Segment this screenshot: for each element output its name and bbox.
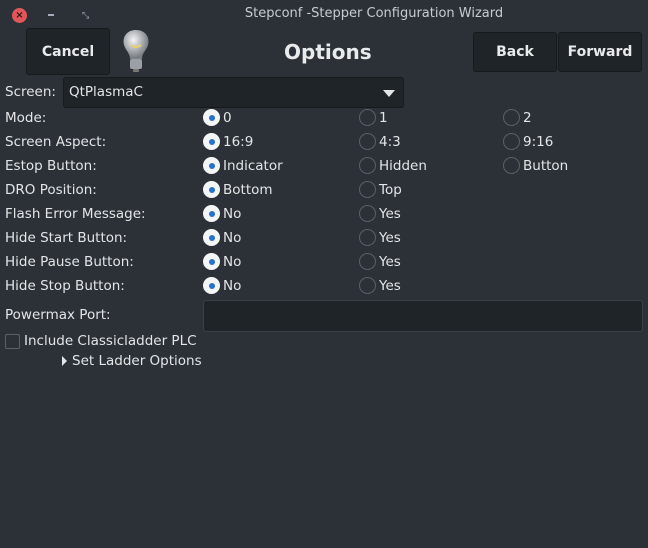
radio-label: 9:16 xyxy=(523,133,554,150)
hide-pause-button-radio-yes[interactable]: Yes xyxy=(359,253,401,270)
hide-start-button-label: Hide Start Button: xyxy=(5,230,128,246)
powermax-port-label: Powermax Port: xyxy=(5,307,111,323)
estop-button-radio-button[interactable]: Button xyxy=(503,157,568,174)
radio-circle-icon xyxy=(359,277,376,294)
lightbulb-icon xyxy=(123,30,149,72)
radio-circle-icon xyxy=(203,133,220,150)
radio-label: 2 xyxy=(523,109,532,126)
radio-circle-icon xyxy=(203,277,220,294)
radio-label: Bottom xyxy=(223,181,273,198)
close-window-button[interactable]: × xyxy=(12,8,27,23)
radio-circle-icon xyxy=(359,133,376,150)
forward-button[interactable]: Forward xyxy=(558,32,642,72)
radio-circle-icon xyxy=(359,109,376,126)
radio-circle-icon xyxy=(359,181,376,198)
back-button[interactable]: Back xyxy=(473,32,557,72)
maximize-window-button[interactable]: ⤡ xyxy=(82,11,90,21)
estop-button-radio-hidden[interactable]: Hidden xyxy=(359,157,427,174)
screen-select-value: QtPlasmaC xyxy=(69,84,143,100)
screen-select[interactable]: QtPlasmaC xyxy=(63,77,404,108)
screen-aspect-radio-16-9[interactable]: 16:9 xyxy=(203,133,253,150)
radio-label: No xyxy=(223,205,242,222)
radio-label: 4:3 xyxy=(379,133,401,150)
radio-circle-icon xyxy=(503,157,520,174)
set-ladder-options-label: Set Ladder Options xyxy=(72,353,202,369)
page-title: Options xyxy=(284,40,372,64)
hide-stop-button-label: Hide Stop Button: xyxy=(5,278,125,294)
radio-circle-icon xyxy=(203,109,220,126)
radio-circle-icon xyxy=(203,205,220,222)
dro-position-radio-top[interactable]: Top xyxy=(359,181,402,198)
minimize-window-button[interactable] xyxy=(48,14,54,16)
set-ladder-options-expander[interactable]: Set Ladder Options xyxy=(62,353,202,369)
radio-circle-icon xyxy=(503,109,520,126)
flash-error-message-label: Flash Error Message: xyxy=(5,206,146,222)
radio-label: Yes xyxy=(379,205,401,222)
radio-circle-icon xyxy=(203,253,220,270)
hide-pause-button-label: Hide Pause Button: xyxy=(5,254,134,270)
radio-circle-icon xyxy=(203,229,220,246)
title-bar: × ⤡ Stepconf -Stepper Configuration Wiza… xyxy=(0,0,648,30)
hide-stop-button-radio-no[interactable]: No xyxy=(203,277,241,294)
dro-position-radio-bottom[interactable]: Bottom xyxy=(203,181,273,198)
radio-label: Yes xyxy=(379,229,401,246)
hide-stop-button-radio-yes[interactable]: Yes xyxy=(359,277,401,294)
radio-label: 1 xyxy=(379,109,388,126)
radio-label: No xyxy=(223,229,242,246)
screen-aspect-label: Screen Aspect: xyxy=(5,134,107,150)
radio-circle-icon xyxy=(359,253,376,270)
radio-label: No xyxy=(223,277,242,294)
radio-label: Top xyxy=(379,181,402,198)
mode-radio-0[interactable]: 0 xyxy=(203,109,232,126)
hide-start-button-radio-yes[interactable]: Yes xyxy=(359,229,401,246)
flash-error-message-radio-yes[interactable]: Yes xyxy=(359,205,401,222)
radio-label: Yes xyxy=(379,253,401,270)
hide-pause-button-radio-no[interactable]: No xyxy=(203,253,241,270)
radio-circle-icon xyxy=(503,133,520,150)
cancel-button[interactable]: Cancel xyxy=(26,28,110,75)
radio-circle-icon xyxy=(359,205,376,222)
dropdown-arrow-icon xyxy=(383,90,395,97)
radio-circle-icon xyxy=(203,157,220,174)
radio-label: Button xyxy=(523,157,569,174)
screen-aspect-radio-9-16[interactable]: 9:16 xyxy=(503,133,553,150)
screen-aspect-radio-4-3[interactable]: 4:3 xyxy=(359,133,401,150)
hide-start-button-radio-no[interactable]: No xyxy=(203,229,241,246)
radio-label: Yes xyxy=(379,277,401,294)
radio-label: 0 xyxy=(223,109,232,126)
screen-label: Screen: xyxy=(5,84,56,100)
dro-position-label: DRO Position: xyxy=(5,182,97,198)
estop-button-radio-indicator[interactable]: Indicator xyxy=(203,157,283,174)
radio-circle-icon xyxy=(359,157,376,174)
radio-label: Indicator xyxy=(223,157,283,174)
mode-radio-1[interactable]: 1 xyxy=(359,109,388,126)
include-classicladder-checkbox[interactable] xyxy=(5,334,20,349)
estop-button-label: Estop Button: xyxy=(5,158,97,174)
include-classicladder-label[interactable]: Include Classicladder PLC xyxy=(24,333,197,349)
expander-arrow-icon xyxy=(62,356,67,366)
radio-label: No xyxy=(223,253,242,270)
powermax-port-input[interactable] xyxy=(203,300,643,332)
radio-circle-icon xyxy=(203,181,220,198)
radio-label: 16:9 xyxy=(223,133,254,150)
window-title: Stepconf -Stepper Configuration Wizard xyxy=(244,6,504,21)
radio-label: Hidden xyxy=(379,157,427,174)
radio-circle-icon xyxy=(359,229,376,246)
flash-error-message-radio-no[interactable]: No xyxy=(203,205,241,222)
mode-radio-2[interactable]: 2 xyxy=(503,109,532,126)
mode-label: Mode: xyxy=(5,110,47,126)
